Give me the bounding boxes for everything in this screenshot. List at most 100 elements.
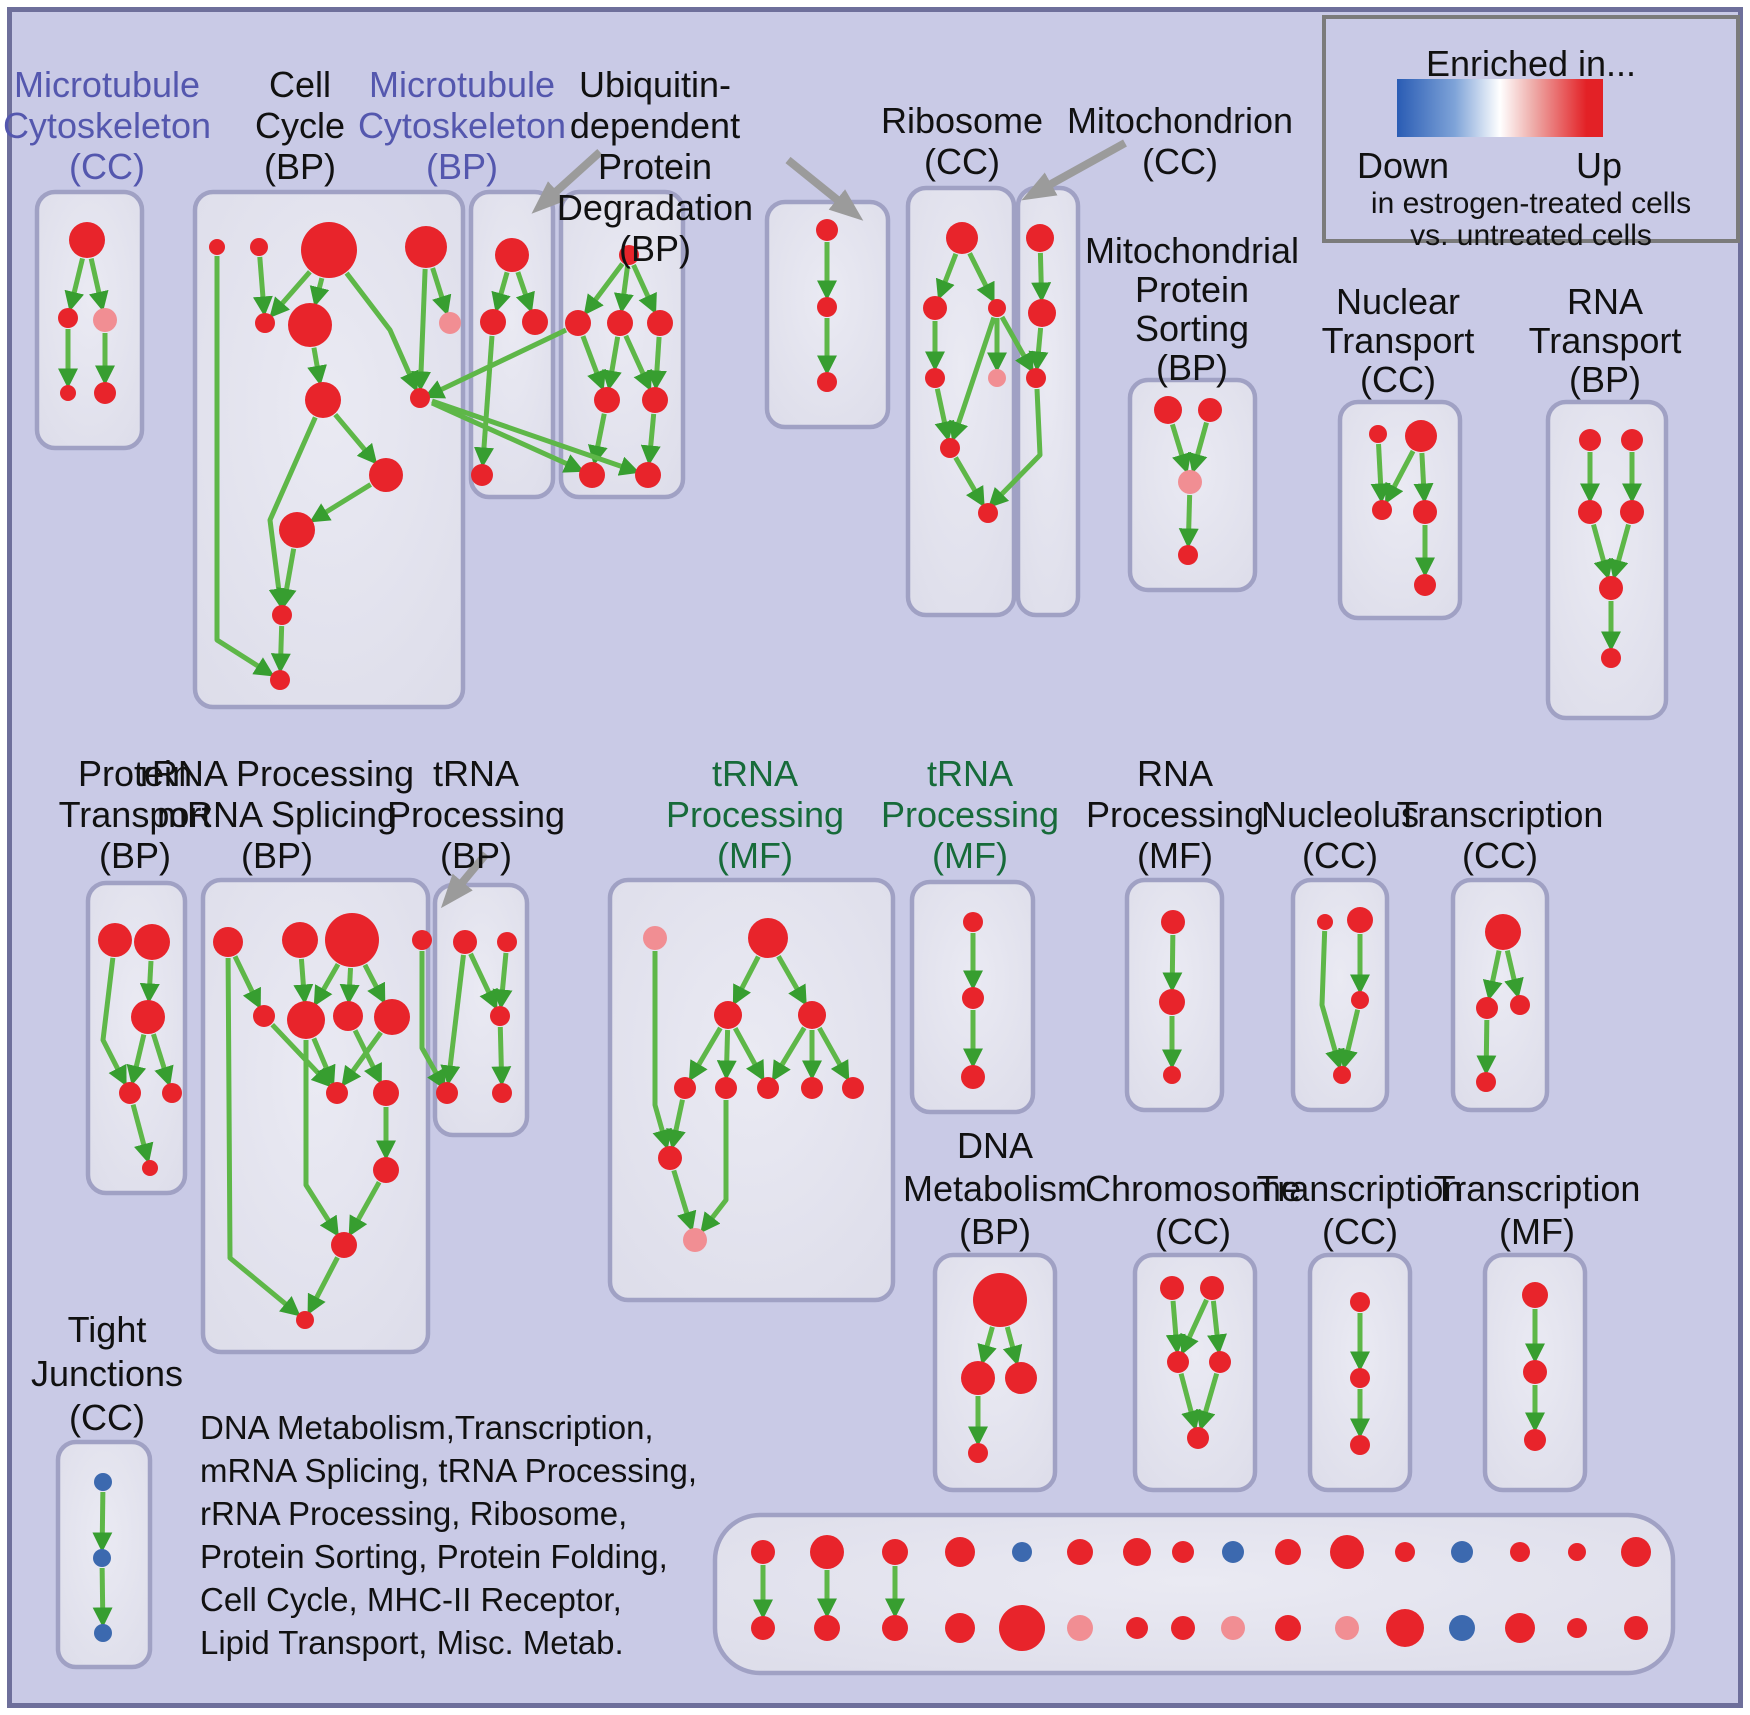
go-term-node <box>683 1228 707 1252</box>
go-term-node <box>607 310 633 336</box>
go-term-node <box>1154 396 1182 424</box>
go-term-node <box>98 923 132 957</box>
go-term-node <box>1123 1538 1151 1566</box>
go-term-node <box>961 1361 995 1395</box>
go-term-node <box>1624 1616 1648 1640</box>
cross-cluster-edge-arrow <box>419 951 446 1090</box>
go-term-node <box>798 1001 826 1029</box>
cluster-box-misc-cluster-strip <box>712 1512 1676 1676</box>
go-term-node <box>973 1273 1027 1327</box>
go-term-node <box>373 1157 399 1183</box>
go-term-node <box>1485 914 1521 950</box>
legend-subtitle-line2: vs. untreated cells <box>1410 219 1652 252</box>
go-term-node <box>1350 1292 1370 1312</box>
go-term-node <box>963 912 983 932</box>
go-term-node <box>1568 1543 1586 1561</box>
label-pointer-arrow-icon <box>531 149 603 214</box>
edge-arrow <box>1165 1300 1186 1355</box>
edge-arrow <box>270 625 291 674</box>
edge-arrow <box>949 316 997 442</box>
edge-arrow <box>267 416 318 609</box>
go-term-node <box>817 297 837 317</box>
cross-cluster-edge-arrow <box>430 400 585 473</box>
edge-arrow <box>935 252 959 301</box>
go-term-node <box>810 1535 844 1569</box>
edge-arrow <box>771 1026 807 1082</box>
go-term-node <box>93 1549 111 1567</box>
legend-gradient-bar <box>1397 79 1603 137</box>
legend-up-label: Up <box>1575 145 1623 186</box>
go-term-node <box>69 222 105 258</box>
go-term-node <box>272 605 292 625</box>
go-term-node <box>988 299 1006 317</box>
edge-arrow <box>411 268 432 392</box>
edge-arrow <box>1482 950 1503 1001</box>
go-term-node <box>1067 1539 1093 1565</box>
go-term-node <box>1621 429 1643 451</box>
edge-arrow <box>613 265 634 314</box>
go-term-node <box>1405 420 1437 452</box>
edge-arrow <box>362 963 386 1005</box>
go-term-node <box>490 1006 510 1026</box>
edge-arrow <box>671 1169 697 1232</box>
go-term-node <box>410 388 430 408</box>
go-term-node <box>751 1616 775 1640</box>
edge-arrow <box>1178 1372 1201 1431</box>
edge-arrow <box>953 456 985 508</box>
legend-subtitle-line1: in estrogen-treated cells <box>1370 187 1692 220</box>
go-term-node <box>1275 1615 1301 1641</box>
go-term-node <box>405 226 447 268</box>
go-term-node <box>282 922 318 958</box>
edge-arrow <box>1188 421 1209 474</box>
go-term-node <box>1350 1368 1370 1388</box>
edge-arrow <box>1338 1009 1361 1070</box>
go-term-node <box>1414 574 1436 596</box>
edge-arrow <box>623 334 652 392</box>
edge-arrow <box>1162 934 1183 993</box>
edge-arrow <box>817 1026 850 1082</box>
go-term-node <box>93 308 117 332</box>
go-term-node <box>305 382 341 418</box>
go-term-node <box>658 1146 682 1170</box>
go-term-node <box>142 1160 158 1176</box>
go-term-node <box>94 1473 112 1491</box>
go-term-node <box>1160 1276 1184 1300</box>
go-term-node <box>1221 1616 1245 1640</box>
go-term-node <box>882 1539 908 1565</box>
go-term-node <box>1599 576 1623 600</box>
edge-arrow <box>580 335 606 392</box>
edge-arrow <box>126 1033 147 1086</box>
edge-arrow <box>515 271 535 313</box>
go-term-node <box>1579 429 1601 451</box>
go-term-node <box>1026 368 1046 388</box>
go-term-node <box>333 1001 363 1031</box>
go-term-node <box>1005 1362 1037 1394</box>
go-term-node <box>60 385 76 401</box>
go-term-node <box>1161 910 1185 934</box>
edge-arrow <box>1370 443 1391 504</box>
edge-arrow <box>1504 949 1524 999</box>
cross-cluster-edge-arrow <box>423 327 568 399</box>
go-term-node <box>412 930 432 950</box>
edge-arrow <box>139 960 160 1004</box>
edge-arrow <box>492 952 513 1010</box>
go-term-node <box>978 503 998 523</box>
edge-arrow <box>491 1026 512 1087</box>
go-term-node <box>522 309 548 335</box>
edge-arrow <box>1608 523 1631 580</box>
cluster-box-rna-transport-bp <box>1545 399 1669 721</box>
edge-arrow <box>214 256 275 677</box>
edge-arrow <box>967 252 995 304</box>
edge-arrow <box>270 1022 332 1088</box>
edge-arrow <box>700 1100 729 1234</box>
edge-arrow <box>1476 1019 1497 1076</box>
edge-arrow <box>640 413 661 466</box>
go-term-node <box>58 308 78 328</box>
go-term-node <box>642 387 668 413</box>
go-term-node <box>1187 1427 1209 1449</box>
edge-arrow <box>1178 494 1199 549</box>
go-term-node <box>1172 1541 1194 1563</box>
go-term-node <box>647 310 673 336</box>
edge-arrow <box>1319 930 1345 1070</box>
